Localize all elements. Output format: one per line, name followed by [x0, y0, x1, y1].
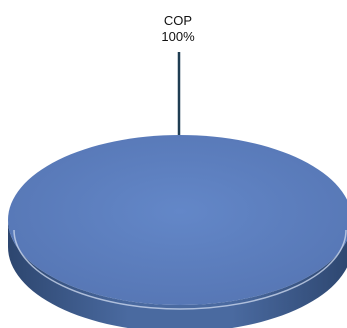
pie-slice-cop: [8, 135, 347, 305]
pie-slice-rim: [13, 229, 347, 310]
data-label-category: COP: [164, 13, 192, 28]
pie-slice-cop-side: [8, 220, 347, 328]
data-label-percent: 100%: [161, 29, 195, 44]
